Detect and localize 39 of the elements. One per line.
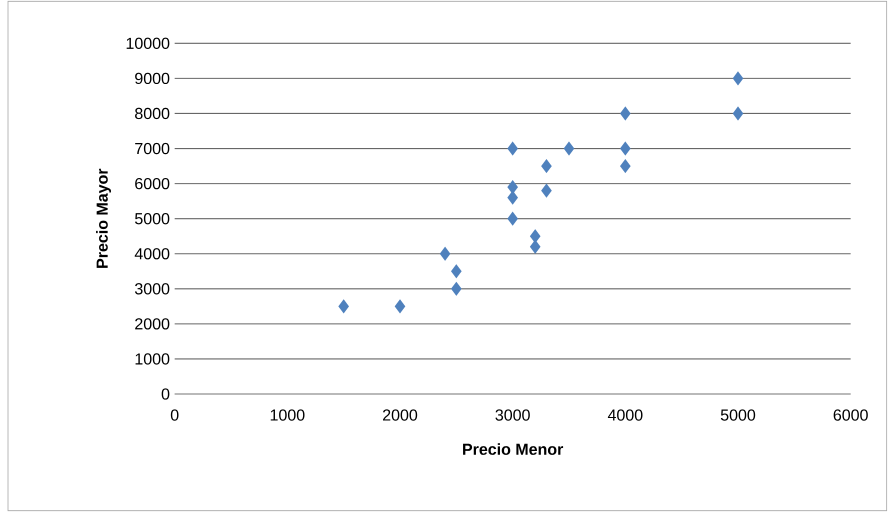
y-axis-title: Precio Mayor [96,168,111,268]
point [620,106,631,120]
point [451,264,462,278]
y-tick-label: 5000 [135,213,170,224]
y-tick-label: 7000 [135,142,170,154]
y-tick-label: 6000 [135,178,170,190]
y-tick-label: 2000 [135,318,170,330]
y-tick-label: 0 [162,388,170,400]
point [732,106,744,120]
x-axis-title: Precio Menor [463,443,564,455]
point [507,190,518,205]
point [440,246,450,261]
y-tick-label: 8000 [135,108,170,120]
y-tick-label: 9000 [135,72,170,84]
point [394,299,406,314]
y-tick-label: 3000 [134,283,170,294]
x-tick-label: 5000 [720,409,756,421]
x-tick-label: 6000 [834,409,868,421]
x-tick-label: 1000 [270,409,305,421]
point [541,159,552,174]
point [451,282,462,296]
x-tick-label: 2000 [383,409,418,421]
point [530,229,540,244]
y-tick-label: 10000 [126,38,170,49]
point [507,142,518,156]
y-tick-label: 1000 [136,353,170,365]
point [507,212,518,226]
point [732,71,744,86]
y-tick-label: 4000 [134,248,170,260]
point [507,180,518,194]
point [530,240,540,254]
x-tick-label: 3000 [495,409,530,421]
point [620,159,631,174]
point [338,299,349,314]
point [620,142,631,156]
x-tick-label: 0 [170,409,179,421]
point [541,184,552,198]
x-tick-label: 4000 [608,409,643,421]
point [564,142,574,156]
